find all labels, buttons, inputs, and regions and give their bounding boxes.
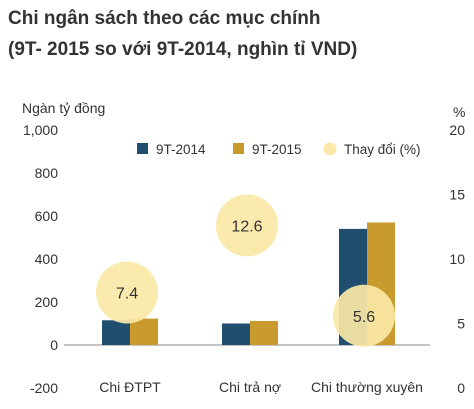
y-right-tick-label: 5 (457, 316, 465, 332)
category-labels: Chi ĐTPT Chi trả nợ Chi thường xuyên (99, 379, 423, 395)
legend-label: 9T-2014 (156, 142, 206, 157)
change-bubbles: 7.4 12.6 5.6 (96, 194, 395, 347)
y-left-tick-label: 400 (35, 251, 59, 267)
change-value-label: 7.4 (116, 286, 138, 303)
y-right-tick-label: 20 (449, 122, 465, 138)
legend-swatch (137, 143, 148, 154)
legend: 9T-2014 9T-2015 Thay đổi (%) (137, 142, 421, 157)
bar-9t-2014 (222, 323, 250, 345)
y-right-tick-label: 15 (449, 187, 465, 203)
legend-label: 9T-2015 (252, 142, 302, 157)
change-value-label: 12.6 (231, 218, 262, 235)
y-axis-left-label: Ngàn tỷ đồng (22, 100, 105, 116)
bar-9t-2014 (102, 320, 130, 345)
y-right-tick-label: 0 (457, 380, 465, 396)
bar-9t-2015 (130, 318, 158, 345)
change-value-label: 5.6 (353, 309, 375, 326)
bar-9t-2015 (250, 320, 278, 345)
legend-label: Thay đổi (%) (344, 142, 421, 157)
change-bubble (216, 194, 278, 257)
y-left-tick-label: -200 (30, 380, 58, 396)
y-right-tick-label: 10 (449, 251, 465, 267)
y-left-tick-label: 200 (35, 294, 59, 310)
y-axis-right-label: % (453, 104, 465, 120)
y-axis-right-ticks: 20 15 10 5 0 (449, 122, 465, 396)
y-left-tick-label: 0 (50, 337, 58, 353)
y-left-tick-label: 600 (35, 208, 59, 224)
y-axis-left-ticks: 1,000 800 600 400 200 0 -200 (23, 122, 58, 396)
legend-swatch (323, 142, 337, 156)
change-bubble (96, 261, 158, 324)
y-left-tick-label: 1,000 (23, 122, 58, 138)
category-label: Chi ĐTPT (99, 379, 161, 395)
y-left-tick-label: 800 (35, 165, 59, 181)
chart-title-line-2: (9T- 2015 so với 9T-2014, nghìn tỉ VND) (8, 39, 357, 60)
chart-title-line-1: Chi ngân sách theo các mục chính (8, 8, 321, 29)
category-label: Chi trả nợ (219, 379, 281, 395)
category-label: Chi thường xuyên (311, 379, 423, 395)
legend-swatch (233, 143, 244, 154)
change-bubble (333, 284, 395, 347)
